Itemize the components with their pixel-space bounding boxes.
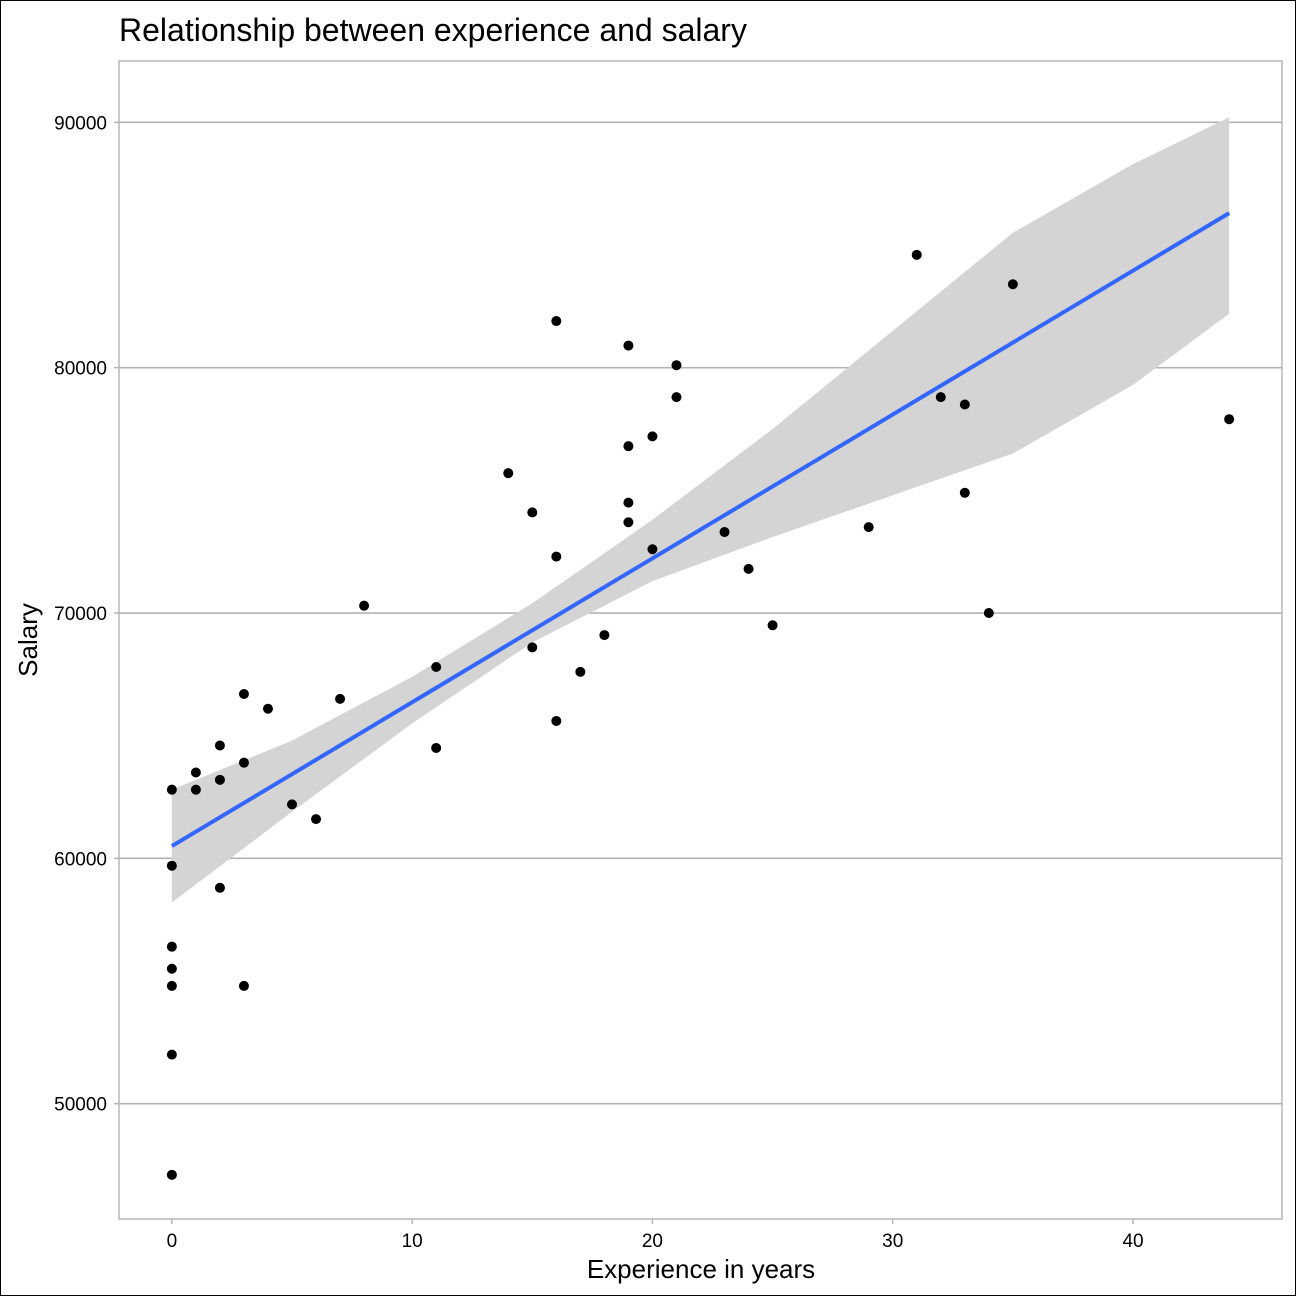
data-point: [959, 399, 970, 410]
data-point: [623, 497, 634, 508]
data-point: [287, 799, 298, 810]
y-tick-label: 90000: [54, 113, 107, 134]
data-point: [623, 441, 634, 452]
data-point: [359, 600, 370, 611]
data-point: [599, 630, 610, 641]
data-point: [166, 963, 177, 974]
data-point: [238, 980, 249, 991]
data-point: [214, 882, 225, 893]
data-point: [1007, 279, 1018, 290]
data-point: [575, 666, 586, 677]
tick-layer: 50000 60000 70000 80000 90000 0 10 20 30 40: [54, 113, 1143, 1252]
data-point: [551, 715, 562, 726]
confidence-band: [171, 117, 1230, 903]
data-point: [911, 249, 922, 260]
x-tick-label: 40: [1122, 1231, 1143, 1252]
data-point: [166, 941, 177, 952]
data-point: [647, 544, 658, 555]
data-point: [431, 742, 442, 753]
data-point: [166, 1169, 177, 1180]
y-axis-label: Salary: [13, 603, 43, 677]
data-point: [863, 522, 874, 533]
data-point: [1224, 414, 1235, 425]
data-point: [623, 517, 634, 528]
data-point: [238, 757, 249, 768]
points-layer: [166, 249, 1235, 1180]
chart-title: Relationship between experience and sala…: [119, 12, 747, 48]
data-point: [431, 661, 442, 672]
data-point: [983, 608, 994, 619]
panel-border: [118, 60, 1283, 1220]
regression-line: [170, 211, 1231, 848]
x-tick-label: 0: [167, 1231, 178, 1252]
data-point: [214, 740, 225, 751]
data-point: [503, 468, 514, 479]
data-point: [214, 774, 225, 785]
y-tick-label: 50000: [54, 1095, 107, 1116]
x-axis-label: Experience in years: [587, 1254, 815, 1284]
x-tick-label: 20: [642, 1231, 663, 1252]
data-point: [671, 392, 682, 403]
data-point: [166, 784, 177, 795]
data-point: [743, 563, 754, 574]
x-tick-label: 10: [402, 1231, 423, 1252]
data-point: [166, 1049, 177, 1060]
data-point: [166, 980, 177, 991]
data-point: [935, 392, 946, 403]
data-point: [719, 527, 730, 538]
data-point: [671, 360, 682, 371]
confidence-band-layer: [171, 117, 1230, 903]
data-point: [166, 860, 177, 871]
data-point: [647, 431, 658, 442]
data-point: [262, 703, 273, 714]
data-point: [238, 688, 249, 699]
y-tick-label: 70000: [54, 604, 107, 625]
data-point: [335, 693, 346, 704]
data-point: [551, 316, 562, 327]
data-point: [527, 507, 538, 518]
y-tick-label: 60000: [54, 849, 107, 870]
fit-line-layer: [170, 211, 1231, 848]
data-point: [190, 784, 201, 795]
data-point: [190, 767, 201, 778]
data-point: [959, 487, 970, 498]
data-point: [311, 814, 322, 825]
y-tick-label: 80000: [54, 359, 107, 380]
x-tick-label: 30: [882, 1231, 903, 1252]
data-point: [623, 340, 634, 351]
data-point: [767, 620, 778, 631]
data-point: [551, 551, 562, 562]
data-point: [527, 642, 538, 653]
